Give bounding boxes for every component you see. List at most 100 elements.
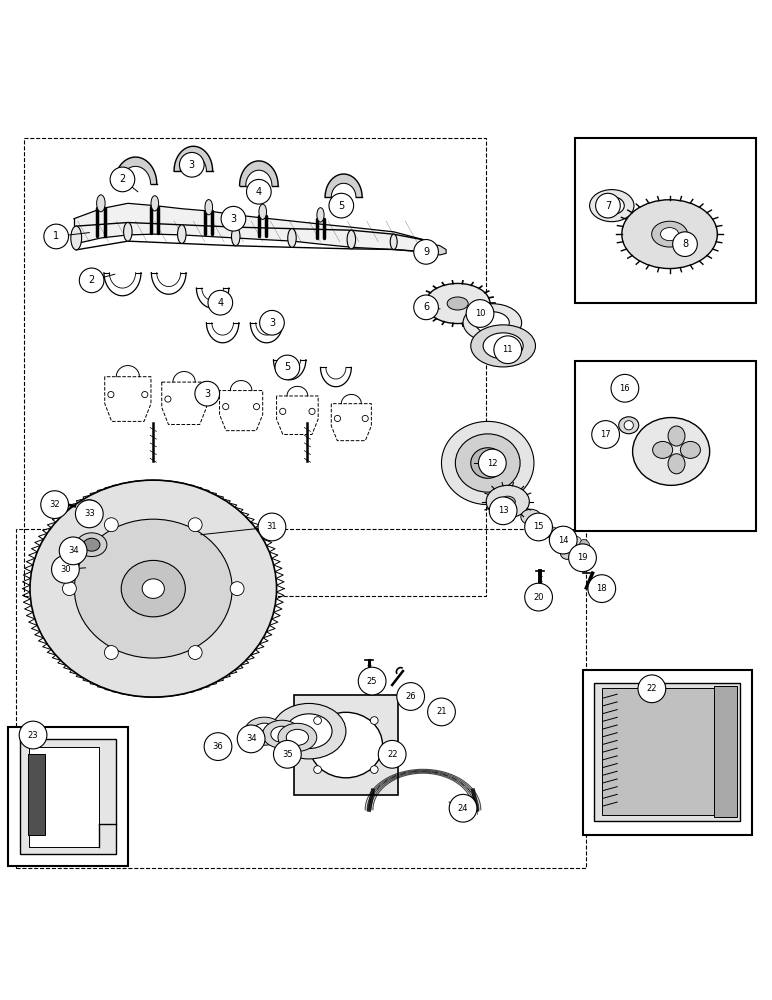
Bar [583, 670, 752, 835]
Ellipse shape [486, 485, 530, 518]
Bar [294, 695, 398, 795]
Ellipse shape [205, 200, 212, 215]
Circle shape [596, 193, 620, 218]
Ellipse shape [455, 434, 520, 492]
Circle shape [449, 794, 477, 822]
Circle shape [221, 206, 245, 231]
Text: 2: 2 [89, 275, 95, 285]
Circle shape [672, 232, 697, 256]
Polygon shape [276, 396, 318, 434]
Ellipse shape [124, 223, 132, 241]
Circle shape [414, 240, 438, 264]
Ellipse shape [420, 240, 425, 252]
Text: 22: 22 [387, 750, 398, 759]
Circle shape [253, 404, 259, 410]
Ellipse shape [286, 714, 332, 749]
Circle shape [592, 421, 619, 448]
Text: 34: 34 [68, 546, 79, 555]
Text: 7: 7 [604, 201, 611, 211]
Text: 36: 36 [212, 742, 223, 751]
Ellipse shape [151, 196, 158, 211]
Bar [29, 747, 99, 847]
Text: 32: 32 [49, 500, 60, 509]
Circle shape [569, 544, 597, 572]
Bar [594, 683, 740, 821]
Ellipse shape [476, 312, 510, 334]
Polygon shape [331, 404, 371, 441]
Circle shape [414, 295, 438, 320]
Circle shape [371, 717, 378, 724]
Text: 3: 3 [269, 318, 275, 328]
Ellipse shape [447, 297, 468, 310]
Text: 1: 1 [53, 231, 59, 241]
Polygon shape [162, 382, 206, 424]
Ellipse shape [71, 226, 82, 250]
Text: 3: 3 [188, 160, 195, 170]
Circle shape [638, 675, 665, 703]
Circle shape [334, 415, 340, 422]
Circle shape [246, 179, 271, 204]
Text: 12: 12 [487, 459, 498, 468]
Text: 15: 15 [533, 522, 543, 531]
Ellipse shape [483, 333, 523, 359]
Ellipse shape [83, 538, 100, 551]
Ellipse shape [442, 421, 534, 505]
Ellipse shape [652, 441, 672, 458]
Text: 3: 3 [230, 214, 236, 224]
Circle shape [466, 300, 494, 327]
Ellipse shape [632, 418, 709, 485]
Bar [713, 686, 736, 817]
Bar [575, 361, 756, 531]
Ellipse shape [549, 527, 559, 541]
Ellipse shape [668, 454, 685, 474]
Text: 35: 35 [282, 750, 293, 759]
Circle shape [588, 575, 615, 602]
Ellipse shape [253, 723, 276, 739]
Ellipse shape [74, 519, 232, 658]
Ellipse shape [278, 723, 317, 751]
Text: 22: 22 [647, 684, 657, 693]
Ellipse shape [288, 229, 296, 247]
Circle shape [378, 740, 406, 768]
Polygon shape [325, 174, 362, 197]
Circle shape [41, 491, 69, 518]
Circle shape [179, 152, 204, 177]
Bar [16, 529, 587, 868]
Text: 25: 25 [367, 677, 378, 686]
Text: 33: 33 [84, 509, 95, 518]
Circle shape [525, 583, 553, 611]
Ellipse shape [680, 441, 700, 458]
Ellipse shape [121, 560, 185, 617]
Circle shape [624, 421, 633, 430]
Text: 4: 4 [256, 187, 262, 197]
Circle shape [59, 537, 87, 565]
Text: 31: 31 [266, 522, 277, 531]
Polygon shape [49, 498, 58, 506]
Ellipse shape [541, 524, 551, 538]
Circle shape [550, 526, 577, 554]
Bar [575, 138, 756, 303]
Circle shape [371, 766, 378, 773]
Circle shape [279, 408, 286, 414]
Ellipse shape [572, 536, 582, 550]
Text: 24: 24 [458, 804, 469, 813]
Ellipse shape [471, 325, 536, 367]
Text: 34: 34 [245, 734, 256, 743]
Polygon shape [105, 377, 151, 421]
Text: 5: 5 [284, 362, 290, 372]
Ellipse shape [76, 533, 107, 557]
Ellipse shape [599, 197, 625, 215]
Ellipse shape [652, 221, 688, 247]
Ellipse shape [422, 250, 435, 257]
Ellipse shape [84, 504, 95, 512]
Text: 14: 14 [558, 536, 568, 545]
Circle shape [358, 667, 386, 695]
Polygon shape [239, 161, 278, 186]
Circle shape [204, 733, 232, 760]
Text: 30: 30 [60, 565, 71, 574]
Ellipse shape [526, 518, 536, 531]
Bar [24, 138, 486, 596]
Ellipse shape [272, 703, 346, 759]
Circle shape [104, 518, 118, 532]
Circle shape [230, 582, 244, 596]
